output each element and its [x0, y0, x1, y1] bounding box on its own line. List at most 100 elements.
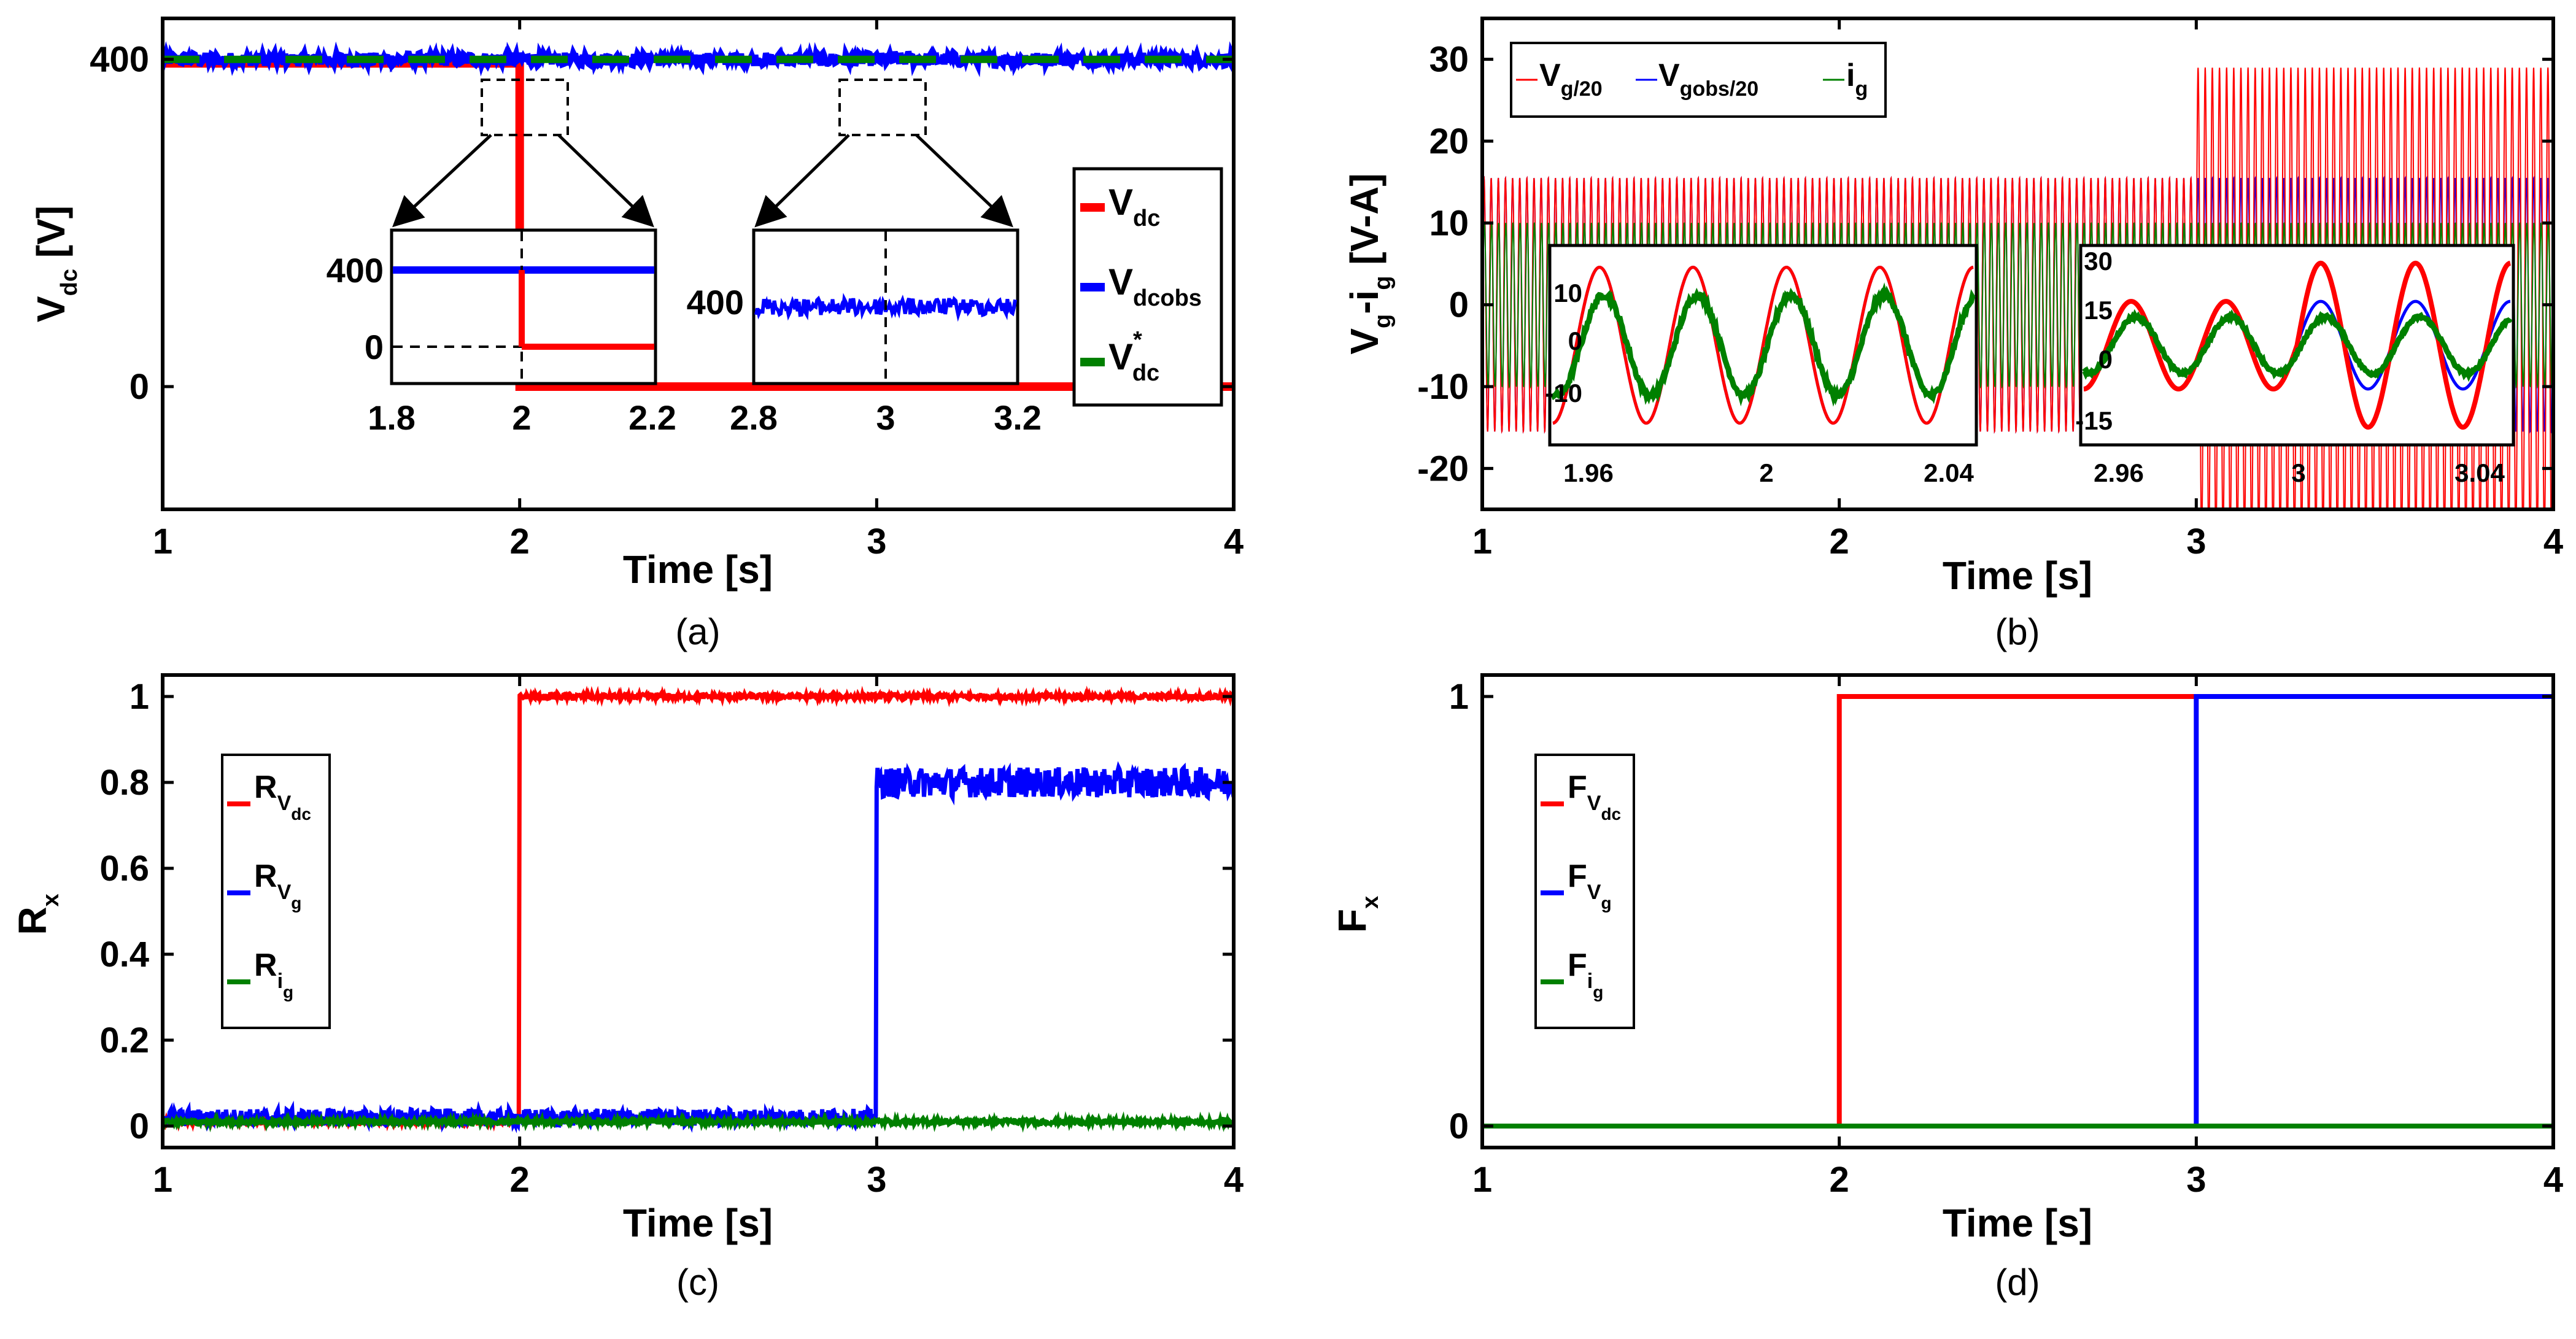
x-tick-label: 1 [153, 522, 172, 561]
x-tick-label: 4 [1224, 1160, 1244, 1200]
legend-label: ig [1846, 58, 1868, 101]
caption-b: (b) [1995, 611, 2040, 652]
x-tick-label: 1 [1472, 1160, 1492, 1200]
inset-a2-xtick: 3.2 [994, 398, 1042, 437]
x-tick-label: 3 [867, 522, 886, 561]
x-tick-label: 1 [153, 1160, 172, 1200]
zoom-box-3s [838, 79, 927, 136]
legend-d: FVdc FVg Fig [1534, 754, 1635, 1029]
inset-a1-xtick: 2 [512, 398, 531, 437]
legend-label: RVg [254, 859, 301, 913]
inset-b1-xtick: 2 [1759, 458, 1773, 487]
y-tick-label: 0.2 [99, 1021, 149, 1060]
x-tick-label: 3 [2186, 522, 2206, 561]
arrow [915, 134, 1013, 228]
panel-a: 1 2 3 4 0 400 400 0 1.8 2 2.2 400 2.8 [29, 17, 1244, 652]
series-rig-line [163, 1111, 1234, 1133]
x-tick-label: 4 [2543, 1160, 2563, 1200]
x-axis-label-d: Time [s] [1943, 1201, 2092, 1245]
inset-a2-xtick: 2.8 [730, 398, 778, 437]
arrow [392, 134, 492, 228]
x-tick-label: 4 [2543, 522, 2563, 561]
inset-vg-line [1552, 265, 1974, 425]
y-axis-label-b: Vg-ig [V-A] [1342, 173, 1396, 354]
caption-d: (d) [1995, 1262, 2040, 1303]
inset-b1-xtick: 1.96 [1563, 458, 1614, 487]
legend-label: Vgobs/20 [1658, 58, 1758, 101]
inset-b2-xtick: 3 [2291, 458, 2305, 487]
y-tick-label: 0.4 [99, 935, 149, 974]
legend-label: Vdcobs [1108, 261, 1202, 311]
legend-label: FVdc [1568, 770, 1621, 824]
x-tick-label: 4 [1224, 522, 1244, 561]
x-tick-label: 2 [1830, 522, 1849, 561]
legend-label: FVg [1568, 859, 1612, 913]
y-tick-label: 0.8 [99, 763, 149, 803]
inset-b2: 30 15 0 -15 2.96 3 3.04 [2075, 244, 2515, 487]
x-axis-label-c: Time [s] [623, 1201, 773, 1245]
inset-ig-line [1550, 282, 1976, 407]
inset-a2-ytick: 400 [687, 283, 744, 322]
inset-a1-xtick: 1.8 [368, 398, 416, 437]
inset-a1: 400 0 1.8 2 2.2 [327, 228, 676, 437]
inset-ig-line [2082, 309, 2513, 382]
x-tick-label: 1 [1472, 522, 1492, 561]
inset-a1-ytick: 400 [327, 251, 384, 290]
y-tick-label: 30 [1429, 40, 1469, 80]
inset-b1-ytick: 10 [1553, 279, 1582, 307]
legend-label: V* dc [1108, 327, 1159, 386]
series-vdcobs-line [163, 41, 1234, 77]
y-axis-label-c: Rx [10, 893, 64, 935]
inset-b1: 10 0 -10 1.96 2 2.04 [1545, 244, 1978, 487]
y-tick-label: 0 [1449, 285, 1469, 325]
x-axis-label-b: Time [s] [1943, 554, 2092, 598]
inset-b2-xtick: 3.04 [2454, 458, 2505, 487]
legend-b: Vg/20 Vgobs/20 ig [1510, 42, 1887, 118]
x-tick-label: 3 [2186, 1160, 2206, 1200]
inset-a1-ytick: 0 [365, 328, 384, 366]
legend-a: Vdc Vdcobs V* dc [1072, 167, 1223, 407]
inset-b2-ytick: 0 [2098, 345, 2113, 374]
inset-b2-ytick: 30 [2084, 247, 2113, 276]
inset-vg-line [2083, 260, 2511, 430]
series-fvg-line [1482, 694, 2553, 1129]
legend-label: Vg/20 [1539, 58, 1603, 101]
y-axis-label-d: Fx [1330, 896, 1383, 933]
inset-b1-xtick: 2.04 [1924, 458, 1974, 487]
zoom-box-2s [481, 79, 569, 136]
x-tick-label: 2 [1830, 1160, 1849, 1200]
x-axis-label-a: Time [s] [623, 547, 773, 592]
arrow [754, 134, 850, 228]
inset-a1-xtick: 2.2 [629, 398, 676, 437]
panel-c: 1 2 3 4 0 0.2 0.4 0.6 0.8 1 RVdc RVg Rig Time [s]… [10, 673, 1244, 1303]
panel-d: 1 2 3 401 FVdc FVg Fig Time [s] Fx (d) [1330, 673, 2563, 1303]
inset-b2-ytick: -15 [2075, 406, 2113, 435]
caption-a: (a) [675, 611, 720, 652]
y-tick-label: 0 [130, 367, 149, 407]
y-tick-label: 20 [1429, 122, 1469, 161]
legend-label: Fig [1568, 947, 1603, 1001]
caption-c: (c) [676, 1262, 719, 1303]
y-tick-label: 10 [1429, 203, 1469, 243]
inset-a2: 400 2.8 3 3.2 [687, 228, 1042, 437]
y-tick-label: -20 [1417, 449, 1469, 488]
legend-label: Vdc [1108, 182, 1160, 231]
y-tick-label: 1 [1449, 677, 1469, 717]
inset-b2-ytick: 15 [2084, 296, 2113, 325]
y-tick-label: 1 [130, 677, 149, 717]
inset-a2-xtick: 3 [876, 398, 895, 437]
y-tick-label: 0.6 [99, 849, 149, 889]
arrow [557, 134, 654, 228]
x-tick-label: 2 [510, 1160, 530, 1200]
legend-label: RVdc [254, 770, 311, 824]
y-tick-label: -10 [1417, 367, 1469, 407]
x-tick-label: 3 [867, 1160, 886, 1200]
legend-c: RVdc RVg Rig [221, 754, 331, 1029]
inset-b1-ytick: 0 [1568, 326, 1582, 355]
legend-label: Rig [254, 947, 293, 1001]
y-axis-label-a: Vdc [V] [29, 206, 82, 322]
inset-b1-ytick: -10 [1545, 379, 1582, 407]
inset-b2-xtick: 2.96 [2094, 458, 2144, 487]
